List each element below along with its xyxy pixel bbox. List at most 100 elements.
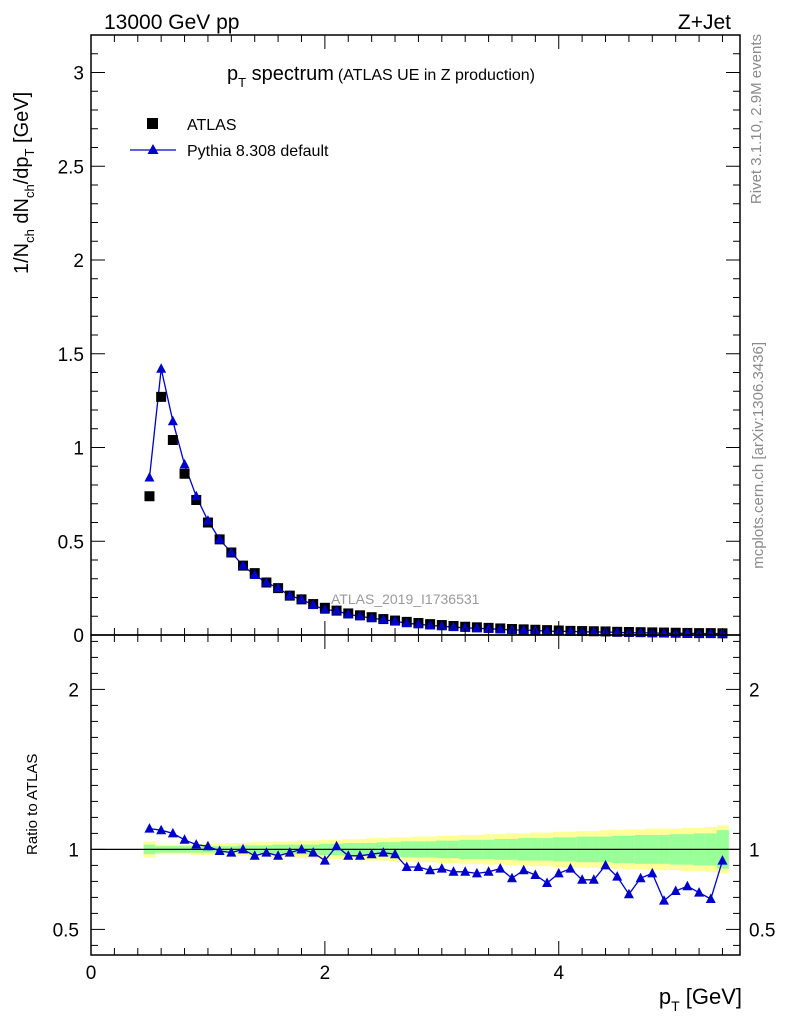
ratio-point [448, 866, 459, 876]
ratio-point [600, 859, 611, 870]
ratio-point [331, 840, 342, 851]
ratio-point [658, 895, 669, 905]
ylabel-sub2: ch [22, 184, 37, 198]
pythia-point [495, 623, 506, 634]
pythia-point [390, 615, 401, 626]
ratio-point [670, 885, 681, 895]
ylabel-part4: [GeV] [11, 92, 33, 149]
ratio-y-tick-labels: 0.5 0.5 1 1 2 2 [53, 680, 776, 941]
pythia-point [448, 621, 459, 632]
ratio-point [705, 893, 716, 903]
pythia-point [214, 533, 225, 544]
ratio-point [191, 839, 202, 849]
pythia-point [191, 490, 202, 501]
pythia-point [284, 590, 295, 600]
main-y-tick-label: 0 [73, 626, 84, 647]
legend-atlas-marker [147, 118, 158, 129]
ratio-point [460, 866, 471, 876]
pythia-point [378, 614, 389, 624]
analysis-watermark: ATLAS_2019_I1736531 [331, 591, 480, 607]
x-tick-label: 2 [320, 963, 331, 984]
legend-atlas-label: ATLAS [187, 117, 237, 134]
ratio-point [694, 887, 705, 897]
ratio-point [319, 855, 330, 865]
pythia-point [226, 547, 237, 557]
ratio-point [436, 863, 447, 873]
ylabel-part3: /dp [11, 156, 33, 184]
pythia-point [319, 604, 330, 614]
main-ticks [90, 34, 740, 636]
main-y-axis-label: 1/Nch dNch/dpT [GeV] [11, 92, 37, 274]
ratio-point [635, 872, 646, 883]
pythia-point [436, 620, 447, 631]
pythia-point [296, 593, 307, 604]
legend: ATLAS Pythia 8.308 default [130, 117, 329, 160]
legend-pythia-marker [147, 144, 159, 154]
ratio-point [553, 867, 564, 878]
pythia-point [179, 458, 190, 469]
title-sub: T [238, 75, 246, 90]
pythia-point [156, 363, 167, 373]
atlas-point [167, 435, 178, 445]
x-tick-label: 4 [553, 963, 564, 984]
pythia-point [238, 560, 249, 570]
rivet-label: Rivet 3.1.10, 2.9M events [748, 34, 765, 204]
ratio-point [308, 847, 319, 857]
main-panel: 00.511.522.53 pT spectrum (ATLAS UE in Z … [11, 34, 741, 647]
ratio-point [401, 861, 412, 871]
ratio-point [530, 869, 541, 879]
ratio-x-tick-labels: 0 2 4 [86, 963, 565, 984]
pythia-point [565, 625, 576, 636]
ratio-y-tick-label-left: 1 [68, 840, 79, 861]
ylabel-part2: dN [11, 198, 33, 229]
ratio-point [413, 861, 424, 871]
ratio-frame [90, 634, 741, 956]
ratio-point [565, 863, 576, 873]
x-tick-label: 0 [86, 963, 97, 984]
ratio-point [284, 847, 295, 857]
ratio-point [483, 866, 494, 876]
atlas-point [156, 391, 167, 402]
pythia-point [401, 617, 412, 628]
pythia-point [612, 626, 623, 637]
ratio-point [471, 867, 482, 878]
ratio-point [238, 843, 249, 854]
ratio-y-tick-label-left: 2 [68, 680, 79, 701]
pythia-point [542, 625, 553, 636]
main-y-tick-label: 0.5 [58, 532, 84, 553]
chart-title: pT spectrum (ATLAS UE in Z production) [227, 63, 535, 90]
legend-pythia-label: Pythia 8.308 default [187, 143, 329, 160]
ratio-y-tick-label-right: 0.5 [749, 920, 775, 941]
pythia-point [308, 599, 319, 609]
ratio-point [518, 864, 529, 875]
pythia-point [518, 624, 529, 635]
atlas-point [144, 491, 155, 502]
title-rest: spectrum [246, 63, 334, 85]
ratio-point [682, 880, 693, 891]
ratio-point [425, 864, 436, 875]
main-y-tick-label: 3 [73, 64, 84, 85]
pythia-point [261, 577, 272, 587]
ratio-y-tick-label-left: 0.5 [53, 920, 79, 941]
ratio-point [612, 871, 623, 881]
pythia-point [354, 610, 365, 621]
ratio-point [156, 824, 167, 835]
ylabel-part1: 1/N [11, 243, 33, 274]
ratio-y-tick-label-right: 1 [749, 840, 760, 861]
mcplots-label: mcplots.cern.ch [arXiv:1306.3436] [750, 342, 767, 569]
pythia-point [249, 569, 260, 579]
ratio-point [202, 840, 213, 851]
title-main: p [227, 63, 238, 85]
pythia-point [588, 626, 599, 636]
atlas-point [179, 468, 190, 479]
ratio-y-tick-label-right: 2 [749, 680, 760, 701]
main-y-tick-label: 2 [73, 251, 84, 272]
pythia-point [343, 608, 354, 619]
ratio-point [506, 872, 517, 883]
xlabel-main: p [659, 984, 671, 1009]
ratio-point [296, 843, 307, 854]
ratio-point [214, 845, 225, 855]
ratio-point [167, 827, 178, 838]
ratio-point [647, 867, 658, 878]
